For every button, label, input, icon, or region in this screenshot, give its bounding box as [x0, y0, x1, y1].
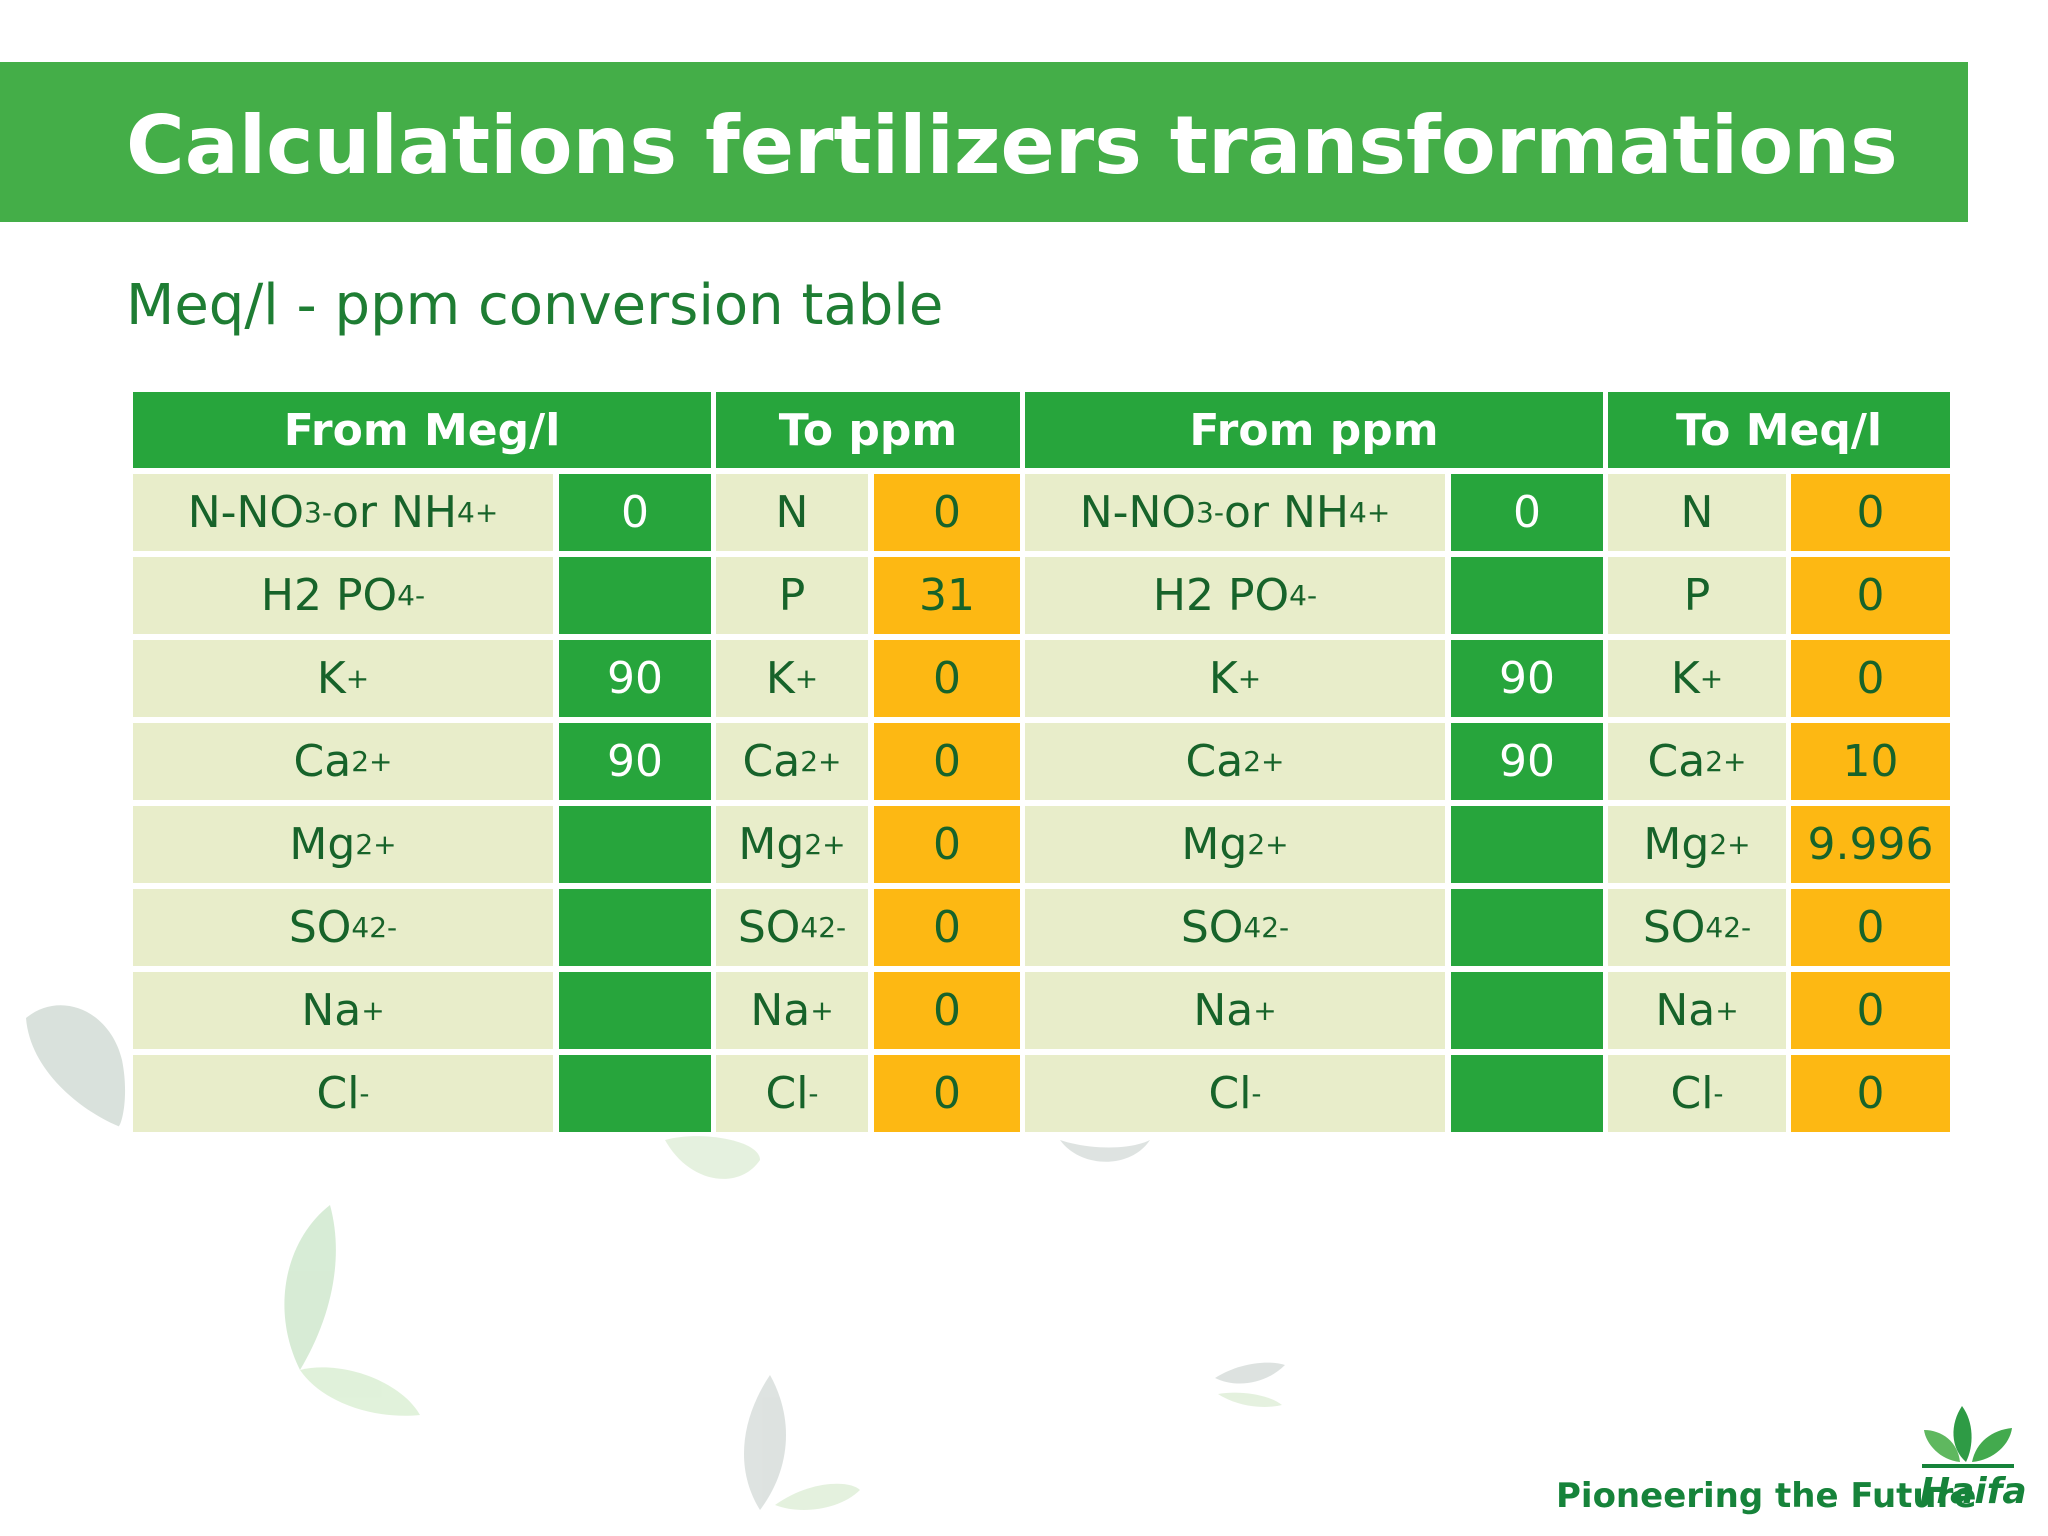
- label-so4: SO 4 2-: [133, 889, 553, 966]
- label-ca: Ca 2+: [1608, 723, 1786, 800]
- label-mg: Mg 2+: [716, 806, 868, 883]
- header-from-ppm: From ppm: [1025, 392, 1603, 468]
- label-n: N: [716, 474, 868, 551]
- label-so4: SO 4 2-: [1608, 889, 1786, 966]
- output-meql-so4: 0: [1791, 889, 1950, 966]
- label-cl: Cl -: [133, 1055, 553, 1132]
- output-ppm-p: 31: [874, 557, 1020, 634]
- input-meql-n[interactable]: 0: [559, 474, 711, 551]
- output-meql-ca: 10: [1791, 723, 1950, 800]
- label-so4: SO 4 2-: [1025, 889, 1445, 966]
- output-meql-n: 0: [1791, 474, 1950, 551]
- label-k: K +: [716, 640, 868, 717]
- input-meql-ca[interactable]: 90: [559, 723, 711, 800]
- output-meql-cl: 0: [1791, 1055, 1950, 1132]
- header-to-ppm: To ppm: [716, 392, 1020, 468]
- output-ppm-na: 0: [874, 972, 1020, 1049]
- input-meql-mg[interactable]: [559, 806, 711, 883]
- label-na: Na +: [716, 972, 868, 1049]
- input-meql-na[interactable]: [559, 972, 711, 1049]
- input-ppm-mg[interactable]: [1451, 806, 1603, 883]
- output-meql-mg: 9.996: [1791, 806, 1950, 883]
- page-title: Calculations fertilizers transformations: [126, 99, 1898, 192]
- label-n: N: [1608, 474, 1786, 551]
- haifa-leaf-logo-icon: [1922, 1406, 2014, 1468]
- conversion-table: From Meg/l To ppm From ppm To Meq/l N-NO…: [133, 392, 1965, 1132]
- label-cl: Cl -: [1608, 1055, 1786, 1132]
- output-ppm-k: 0: [874, 640, 1020, 717]
- header-from-meql: From Meg/l: [133, 392, 711, 468]
- label-cl: Cl -: [1025, 1055, 1445, 1132]
- output-ppm-ca: 0: [874, 723, 1020, 800]
- title-bar: [0, 62, 1968, 222]
- output-meql-k: 0: [1791, 640, 1950, 717]
- input-ppm-so4[interactable]: [1451, 889, 1603, 966]
- footer-tagline: Pioneering the Future: [1556, 1476, 1977, 1516]
- page-subtitle: Meq/l - ppm conversion table: [126, 273, 944, 338]
- label-cl: Cl -: [716, 1055, 868, 1132]
- label-p: P: [1608, 557, 1786, 634]
- header-to-meql: To Meq/l: [1608, 392, 1950, 468]
- label-mg: Mg 2+: [133, 806, 553, 883]
- label-k: K +: [1025, 640, 1445, 717]
- label-n-nitrate-ammonium: N-NO 3- or NH 4 +: [133, 474, 553, 551]
- label-k: K +: [133, 640, 553, 717]
- label-so4: SO 4 2-: [716, 889, 868, 966]
- haifa-logo-text: Haifa: [1920, 1471, 2027, 1512]
- output-ppm-mg: 0: [874, 806, 1020, 883]
- input-ppm-h2po4[interactable]: [1451, 557, 1603, 634]
- output-meql-na: 0: [1791, 972, 1950, 1049]
- output-meql-p: 0: [1791, 557, 1950, 634]
- output-ppm-cl: 0: [874, 1055, 1020, 1132]
- input-ppm-k[interactable]: 90: [1451, 640, 1603, 717]
- input-ppm-n[interactable]: 0: [1451, 474, 1603, 551]
- label-na: Na +: [1025, 972, 1445, 1049]
- label-p: P: [716, 557, 868, 634]
- input-meql-cl[interactable]: [559, 1055, 711, 1132]
- output-ppm-so4: 0: [874, 889, 1020, 966]
- label-n-nitrate-ammonium: N-NO 3- or NH 4 +: [1025, 474, 1445, 551]
- label-mg: Mg 2+: [1025, 806, 1445, 883]
- input-meql-k[interactable]: 90: [559, 640, 711, 717]
- input-meql-so4[interactable]: [559, 889, 711, 966]
- label-mg: Mg 2+: [1608, 806, 1786, 883]
- input-ppm-ca[interactable]: 90: [1451, 723, 1603, 800]
- label-ca: Ca 2+: [133, 723, 553, 800]
- label-ca: Ca 2+: [716, 723, 868, 800]
- label-na: Na +: [133, 972, 553, 1049]
- label-h2po4: H2 PO 4-: [133, 557, 553, 634]
- input-meql-h2po4[interactable]: [559, 557, 711, 634]
- label-h2po4: H2 PO 4-: [1025, 557, 1445, 634]
- input-ppm-na[interactable]: [1451, 972, 1603, 1049]
- output-ppm-n: 0: [874, 474, 1020, 551]
- label-k: K +: [1608, 640, 1786, 717]
- label-na: Na +: [1608, 972, 1786, 1049]
- input-ppm-cl[interactable]: [1451, 1055, 1603, 1132]
- label-ca: Ca 2+: [1025, 723, 1445, 800]
